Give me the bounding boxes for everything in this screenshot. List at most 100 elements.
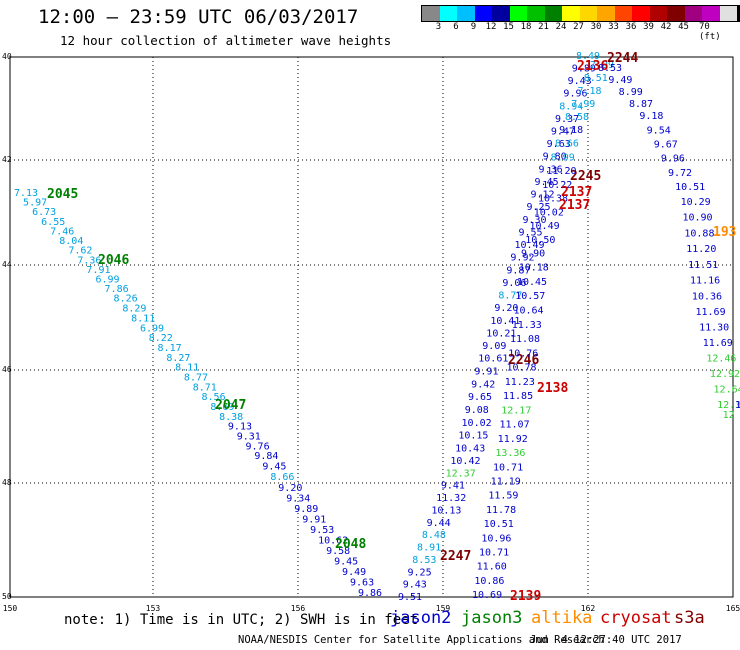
swh-value: 8.99 — [551, 152, 575, 163]
colorbar-cell — [632, 6, 650, 21]
swh-value: 10.51 — [484, 519, 514, 530]
pass-time-label: 2046 — [98, 253, 129, 268]
colorbar-label: 6 — [453, 22, 459, 32]
swh-value: 10.76 — [508, 348, 538, 359]
swh-value: 9.72 — [668, 168, 692, 179]
colorbar-label: 3 — [435, 22, 442, 32]
swh-value: 8.17 — [158, 343, 182, 354]
swh-value: 9.84 — [254, 451, 278, 462]
swh-value: 7.62 — [68, 246, 92, 257]
colorbar-label: 18 — [520, 22, 532, 32]
swh-value: 8.77 — [184, 372, 208, 383]
swh-value: 8.27 — [166, 353, 190, 364]
colorbar-label: 24 — [555, 22, 567, 32]
swh-value: 9.49 — [342, 567, 366, 578]
colorbar-cell — [527, 6, 545, 21]
swh-value: 8.71 — [193, 382, 217, 393]
swh-value: 10.57 — [515, 291, 545, 302]
swh-value: 9.92 — [510, 253, 534, 264]
swh-value: 10.21 — [486, 328, 516, 339]
swh-value: 9.41 — [441, 481, 465, 492]
swh-value: 10.69 — [472, 590, 502, 601]
swh-value: 9.20 — [278, 483, 302, 494]
swh-value: 9.36 — [539, 164, 563, 175]
colorbar-label: 15 — [503, 22, 514, 32]
colorbar-cell — [702, 6, 720, 21]
swh-value: 10.02 — [462, 418, 492, 429]
swh-value: 11.59 — [488, 491, 518, 502]
swh-value: 12.46 — [706, 353, 736, 364]
colorbar-label: 30 — [590, 22, 602, 32]
swh-value: 11.07 — [500, 420, 530, 431]
swh-value: 9.25 — [526, 202, 550, 213]
colorbar-label: 12 — [485, 22, 497, 32]
swh-value: 10.96 — [481, 533, 511, 544]
swh-value: 11.16 — [690, 276, 720, 287]
swh-value: 10.71 — [493, 462, 523, 473]
swh-value: 10.86 — [474, 576, 504, 587]
pass-time-label: 2138 — [537, 381, 568, 396]
swh-value: 9.08 — [465, 405, 489, 416]
swh-value: 9.18 — [559, 125, 583, 136]
map-frame — [9, 56, 734, 598]
swh-value: 10.18 — [519, 263, 549, 274]
swh-colorbar — [421, 5, 740, 22]
pass-time-label: 2137 — [561, 185, 592, 200]
swh-value: 8.48 — [422, 530, 446, 541]
colorbar-cell — [562, 6, 580, 21]
swh-value: 10.45 — [517, 277, 547, 288]
pass-time-label: 2047 — [215, 398, 246, 413]
legend-jason3: jason3 — [461, 608, 523, 628]
swh-value: 10.64 — [513, 306, 543, 317]
swh-value: 11.23 — [505, 377, 535, 388]
swh-value: 9.76 — [246, 441, 270, 452]
swh-value: 12.37 — [446, 468, 476, 479]
swh-value: 11.92 — [498, 434, 528, 445]
swh-value: 10.71 — [479, 547, 509, 558]
colorbar-cell — [667, 6, 685, 21]
colorbar-label: 33 — [608, 22, 619, 32]
swh-value: 9.13 — [228, 422, 252, 433]
swh-value: 12.17 — [501, 405, 531, 416]
swh-value: 9.63 — [547, 139, 571, 150]
pass-time-label: 193 — [713, 225, 736, 240]
colorbar-cell — [649, 6, 667, 21]
swh-value: 9.49 — [608, 75, 632, 86]
swh-value: 8.99 — [619, 87, 643, 98]
swh-value: 7.99 — [571, 99, 595, 110]
swh-value: 10.88 — [684, 228, 714, 239]
colorbar-cell — [439, 6, 457, 21]
legend-jason2: jason2 — [390, 608, 452, 628]
swh-value: 9.45 — [262, 462, 286, 473]
swh-value: 9.42 — [471, 379, 495, 390]
swh-value: 7.99 — [590, 60, 614, 71]
swh-value: 10.50 — [525, 235, 555, 246]
swh-value: 6.99 — [140, 323, 164, 334]
swh-value: 8.26 — [114, 294, 138, 305]
swh-value: 10.49 — [530, 221, 560, 232]
swh-value: 9.54 — [647, 125, 671, 136]
swh-value: 6.73 — [32, 207, 56, 218]
swh-value: 10.36 — [692, 291, 722, 302]
legend-cryosat: cryosat — [600, 608, 672, 628]
swh-value: 12.3 — [717, 400, 740, 411]
pass-time-label: 2045 — [47, 187, 78, 202]
swh-value: 8.66 — [555, 139, 579, 150]
swh-value: 8.69 — [210, 402, 234, 413]
swh-value: 10.15 — [458, 431, 488, 442]
swh-value: 12 — [723, 410, 735, 421]
swh-value: 8.87 — [629, 99, 653, 110]
swh-value: 8.11 — [175, 363, 199, 374]
swh-value: 9.55 — [518, 227, 542, 238]
swh-value: 7.13 — [14, 188, 38, 199]
swh-value: 9.18 — [639, 111, 663, 122]
colorbar-cell — [719, 6, 737, 21]
swh-value: 11.60 — [477, 562, 507, 573]
longitude-label: 153 — [145, 604, 161, 613]
swh-value: 7.91 — [86, 265, 110, 276]
colorbar-label: 39 — [643, 22, 654, 32]
colorbar-label: 70 (ft) — [699, 22, 721, 42]
longitude-label: 159 — [435, 604, 451, 613]
colorbar-cell — [597, 6, 615, 21]
swh-value: 8.91 — [417, 543, 441, 554]
